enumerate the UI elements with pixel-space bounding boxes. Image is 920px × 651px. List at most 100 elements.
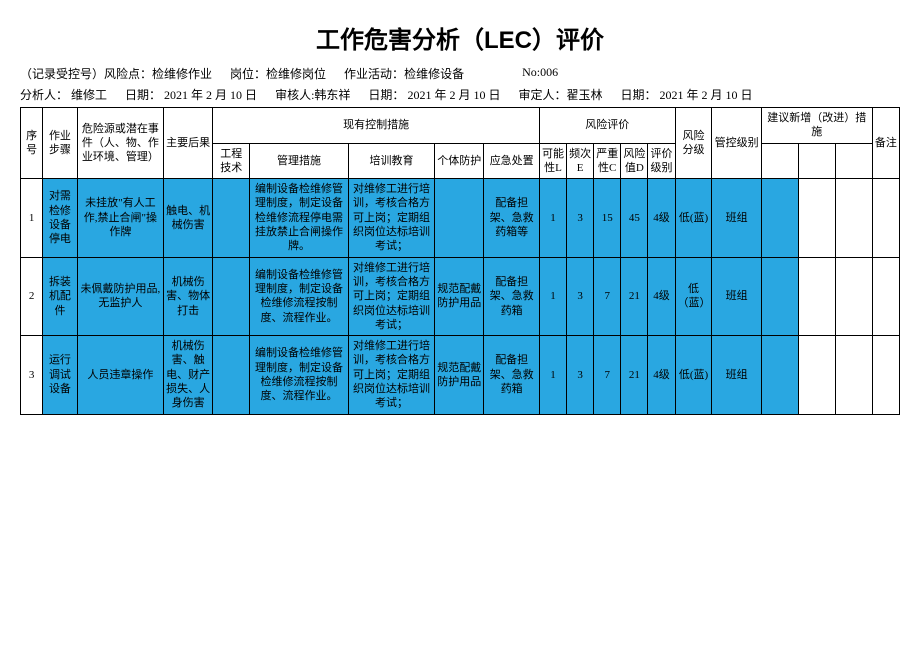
cell — [798, 179, 835, 257]
h-sug2 — [798, 143, 835, 179]
cell: 低(蓝) — [675, 179, 712, 257]
meta-row-2: 分析人： 维修工 日期： 2021 年 2 月 10 日 审核人:韩东祥 日期：… — [20, 86, 900, 103]
cell — [835, 179, 872, 257]
cell: 3 — [567, 257, 594, 335]
h-step: 作业步骤 — [43, 108, 78, 179]
cell — [435, 179, 484, 257]
cell: 配备担架、急救药箱 — [484, 336, 540, 414]
h-seq: 序号 — [21, 108, 43, 179]
meta-analyst: 分析人： 维修工 — [20, 86, 107, 103]
cell: 21 — [621, 257, 648, 335]
cell: 机械伤害、触电、财产损失、人身伤害 — [163, 336, 212, 414]
cell: 编制设备检维修管理制度，制定设备检维修流程停电需挂放禁止合闸操作牌。 — [250, 179, 349, 257]
cell: 规范配戴防护用品 — [435, 336, 484, 414]
cell: 1 — [539, 336, 566, 414]
cell — [761, 336, 798, 414]
cell: 2 — [21, 257, 43, 335]
cell: 对维修工进行培训，考核合格方可上岗；定期组织岗位达标培训考试； — [348, 179, 434, 257]
cell — [798, 257, 835, 335]
h-ctrllv: 管控级别 — [712, 108, 761, 179]
h-D: 风险值D — [621, 143, 648, 179]
meta-row-1: （记录受控号）风险点：检维修作业 岗位：检维修岗位 作业活动：检维修设备 No:… — [20, 65, 900, 82]
cell — [872, 179, 899, 257]
cell: 编制设备检维修管理制度，制定设备检维修流程按制度、流程作业。 — [250, 336, 349, 414]
h-suggest: 建议新增（改进）措施 — [761, 108, 872, 144]
cell — [835, 257, 872, 335]
cell: 未佩戴防护用品,无监护人 — [77, 257, 163, 335]
cell — [761, 257, 798, 335]
meta-date3: 日期： 2021 年 2 月 10 日 — [620, 86, 752, 103]
h-conseq: 主要后果 — [163, 108, 212, 179]
cell: 7 — [594, 257, 621, 335]
cell: 班组 — [712, 336, 761, 414]
cell: 21 — [621, 336, 648, 414]
h-evallv: 评价级别 — [648, 143, 675, 179]
cell — [761, 179, 798, 257]
cell — [872, 336, 899, 414]
cell — [872, 257, 899, 335]
h-C: 严重性C — [594, 143, 621, 179]
cell — [835, 336, 872, 414]
cell: 3 — [567, 179, 594, 257]
meta-post: 岗位：检维修岗位 — [230, 65, 326, 82]
h-existing: 现有控制措施 — [213, 108, 540, 144]
h-emerg: 应急处置 — [484, 143, 540, 179]
cell: 1 — [539, 257, 566, 335]
cell: 15 — [594, 179, 621, 257]
page-title: 工作危害分析（LEC）评价 — [20, 20, 900, 55]
cell — [798, 336, 835, 414]
h-sug1 — [761, 143, 798, 179]
meta-date2: 日期： 2021 年 2 月 10 日 — [368, 86, 500, 103]
h-train: 培训教育 — [348, 143, 434, 179]
h-note: 备注 — [872, 108, 899, 179]
cell: 3 — [21, 336, 43, 414]
cell — [213, 257, 250, 335]
table-row: 2拆装机配件未佩戴防护用品,无监护人机械伤害、物体打击编制设备检维修管理制度，制… — [21, 257, 900, 335]
h-hazard: 危险源或潜在事件（人、物、作业环境、管理） — [77, 108, 163, 179]
cell: 拆装机配件 — [43, 257, 78, 335]
cell: 对需检修设备停电 — [43, 179, 78, 257]
h-risklv: 风险分级 — [675, 108, 712, 179]
h-eng: 工程技术 — [213, 143, 250, 179]
cell: 编制设备检维修管理制度，制定设备检维修流程按制度、流程作业。 — [250, 257, 349, 335]
h-L: 可能性L — [539, 143, 566, 179]
meta-date1: 日期： 2021 年 2 月 10 日 — [125, 86, 257, 103]
table-row: 3运行调试设备人员违章操作机械伤害、触电、财产损失、人身伤害编制设备检维修管理制… — [21, 336, 900, 414]
meta-activity: 作业活动：检维修设备 — [344, 65, 464, 82]
table-row: 1对需检修设备停电未挂放"有人工作,禁止合闸"操作牌触电、机械伤害编制设备检维修… — [21, 179, 900, 257]
cell: 对维修工进行培训，考核合格方可上岗；定期组织岗位达标培训考试； — [348, 257, 434, 335]
table-body: 1对需检修设备停电未挂放"有人工作,禁止合闸"操作牌触电、机械伤害编制设备检维修… — [21, 179, 900, 414]
cell — [213, 336, 250, 414]
h-E: 频次E — [567, 143, 594, 179]
h-mgmt: 管理措施 — [250, 143, 349, 179]
meta-reviewer: 审核人:韩东祥 — [275, 86, 350, 103]
cell: 4级 — [648, 257, 675, 335]
table-header: 序号 作业步骤 危险源或潜在事件（人、物、作业环境、管理） 主要后果 现有控制措… — [21, 108, 900, 179]
cell: 运行调试设备 — [43, 336, 78, 414]
h-riskeval: 风险评价 — [539, 108, 675, 144]
cell: 3 — [567, 336, 594, 414]
meta-no: No:006 — [522, 65, 558, 82]
lec-table: 序号 作业步骤 危险源或潜在事件（人、物、作业环境、管理） 主要后果 现有控制措… — [20, 107, 900, 415]
cell: 低（蓝） — [675, 257, 712, 335]
cell: 1 — [539, 179, 566, 257]
cell: 触电、机械伤害 — [163, 179, 212, 257]
cell: 4级 — [648, 336, 675, 414]
cell: 人员违章操作 — [77, 336, 163, 414]
meta-approver: 审定人：翟玉林 — [518, 86, 602, 103]
cell: 机械伤害、物体打击 — [163, 257, 212, 335]
cell: 规范配戴防护用品 — [435, 257, 484, 335]
cell: 配备担架、急救药箱 — [484, 257, 540, 335]
h-sug3 — [835, 143, 872, 179]
cell: 未挂放"有人工作,禁止合闸"操作牌 — [77, 179, 163, 257]
meta-record: （记录受控号）风险点：检维修作业 — [20, 65, 212, 82]
cell: 配备担架、急救药箱等 — [484, 179, 540, 257]
h-ppe: 个体防护 — [435, 143, 484, 179]
cell: 班组 — [712, 257, 761, 335]
cell: 1 — [21, 179, 43, 257]
cell — [213, 179, 250, 257]
cell: 低(蓝) — [675, 336, 712, 414]
cell: 班组 — [712, 179, 761, 257]
cell: 7 — [594, 336, 621, 414]
cell: 4级 — [648, 179, 675, 257]
